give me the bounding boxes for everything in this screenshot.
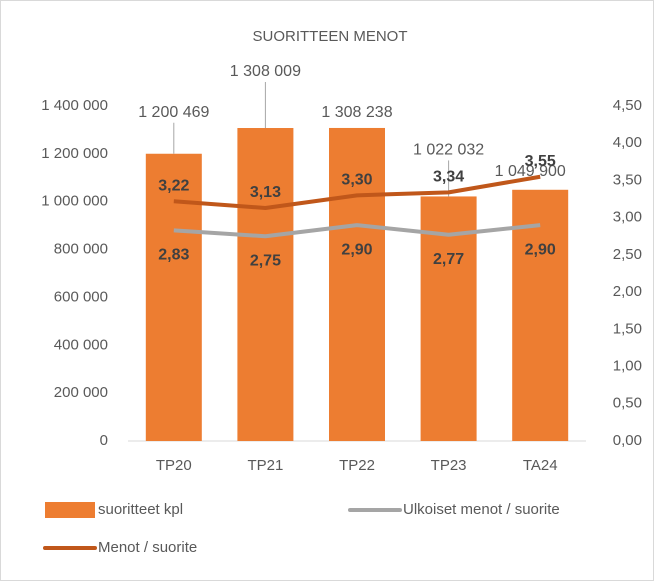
chart-title: SUORITTEEN MENOT bbox=[252, 28, 407, 45]
legend-label: Ulkoiset menot / suorite bbox=[403, 501, 560, 518]
legend-label: Menot / suorite bbox=[98, 539, 197, 556]
y2-tick-label: 2,50 bbox=[613, 246, 642, 263]
x-tick-label: TA24 bbox=[523, 457, 558, 474]
legend-swatch bbox=[45, 502, 95, 518]
y2-tick-label: 2,00 bbox=[613, 283, 642, 300]
line-value-label: 3,30 bbox=[341, 172, 372, 189]
y-tick-label: 800 000 bbox=[54, 241, 108, 258]
bar bbox=[329, 127, 385, 441]
y-tick-label: 600 000 bbox=[54, 288, 108, 305]
y-tick-label: 200 000 bbox=[54, 384, 108, 401]
y2-tick-label: 0,00 bbox=[613, 432, 642, 449]
y2-tick-label: 3,00 bbox=[613, 209, 642, 226]
y2-tick-label: 1,50 bbox=[613, 320, 642, 337]
line-value-label: 3,22 bbox=[158, 178, 189, 195]
line-value-label: 3,34 bbox=[433, 169, 464, 186]
y2-tick-label: 1,00 bbox=[613, 358, 642, 375]
line-value-label: 2,75 bbox=[250, 252, 281, 269]
y2-tick-label: 0,50 bbox=[613, 395, 642, 412]
bar-value-label: 1 049 900 bbox=[495, 163, 566, 180]
bar-value-label: 1 308 009 bbox=[230, 63, 301, 80]
x-tick-label: TP20 bbox=[156, 457, 192, 474]
line-value-label: 2,90 bbox=[525, 241, 556, 258]
x-tick-label: TP22 bbox=[339, 457, 375, 474]
y2-tick-label: 3,50 bbox=[613, 171, 642, 188]
legend-label: suoritteet kpl bbox=[98, 501, 183, 518]
y-tick-label: 1 000 000 bbox=[41, 193, 108, 210]
bar-value-label: 1 022 032 bbox=[413, 142, 484, 159]
bar bbox=[420, 196, 477, 441]
x-tick-label: TP21 bbox=[247, 457, 283, 474]
line-value-label: 2,83 bbox=[158, 247, 189, 264]
y-tick-label: 400 000 bbox=[54, 336, 108, 353]
line-series bbox=[173, 223, 541, 239]
y-tick-label: 1 200 000 bbox=[41, 145, 108, 162]
line-value-label: 2,90 bbox=[341, 241, 372, 258]
line-series bbox=[173, 174, 541, 210]
bar-value-label: 1 308 238 bbox=[321, 104, 392, 121]
x-tick-label: TP23 bbox=[431, 457, 467, 474]
line-value-label: 3,13 bbox=[250, 184, 281, 201]
line-value-label: 3,55 bbox=[525, 153, 556, 170]
y2-tick-label: 4,00 bbox=[613, 134, 642, 151]
bar bbox=[512, 189, 569, 441]
bar bbox=[145, 153, 202, 441]
line-value-label: 2,77 bbox=[433, 251, 464, 268]
bar-value-label: 1 200 469 bbox=[138, 104, 209, 121]
y-tick-label: 0 bbox=[100, 432, 108, 449]
y2-tick-label: 4,50 bbox=[613, 97, 642, 114]
bar bbox=[237, 128, 294, 441]
y-tick-label: 1 400 000 bbox=[41, 97, 108, 114]
